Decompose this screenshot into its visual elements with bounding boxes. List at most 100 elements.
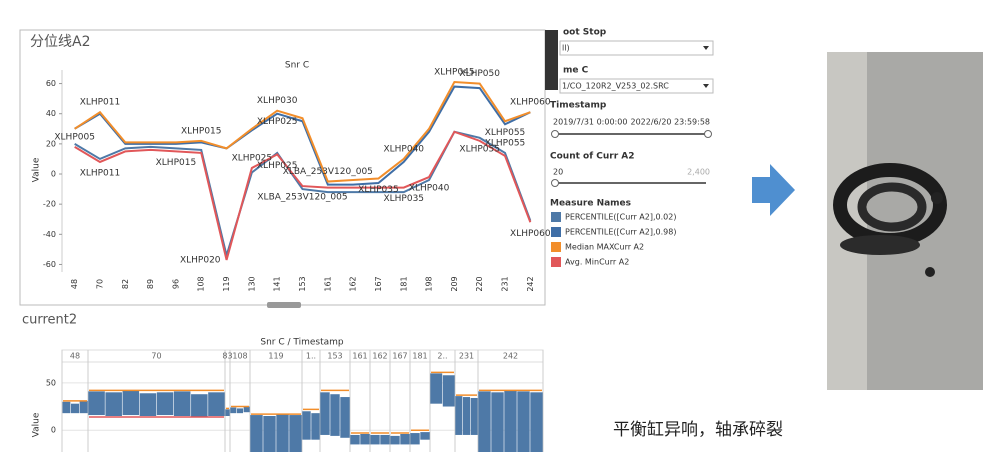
range-bar bbox=[236, 408, 244, 414]
x-tick-label: 141 bbox=[273, 276, 282, 291]
range-end: 2,400 bbox=[687, 168, 710, 177]
range-bar bbox=[156, 392, 174, 416]
range-bar bbox=[491, 392, 504, 452]
toolbar[interactable] bbox=[545, 30, 558, 90]
annotation: XLHP025 bbox=[257, 161, 298, 171]
x-tick-label: 231 bbox=[501, 276, 510, 291]
panel-label: 153 bbox=[327, 352, 342, 361]
range-bar bbox=[122, 390, 140, 416]
range-start: 2019/7/31 0:00:00 bbox=[553, 118, 627, 127]
range-bar bbox=[420, 432, 430, 440]
x-tick-label: 181 bbox=[399, 276, 408, 291]
annotation: XLHP060 bbox=[510, 98, 551, 108]
range-bar bbox=[79, 400, 88, 414]
legend-swatch bbox=[551, 257, 561, 267]
y-tick-label: 0 bbox=[51, 170, 56, 179]
annotation: XLHP035 bbox=[383, 194, 424, 204]
x-tick-label: 130 bbox=[247, 276, 256, 291]
range-bar bbox=[350, 434, 360, 445]
range-bar bbox=[320, 392, 330, 435]
legend-title: Measure Names bbox=[550, 199, 631, 209]
range-bar bbox=[330, 394, 340, 436]
x-tick-label: 48 bbox=[70, 279, 79, 289]
range-bar bbox=[243, 406, 250, 413]
range-start: 20 bbox=[553, 168, 563, 177]
y-tick-label: 40 bbox=[46, 109, 56, 118]
range-bar bbox=[105, 392, 122, 416]
dropdown[interactable] bbox=[559, 40, 714, 56]
annotation: XLBA_253V120_005 bbox=[257, 193, 347, 203]
range-bar bbox=[139, 393, 157, 416]
x-tick-label: 96 bbox=[171, 279, 180, 289]
annotation: XLBA_253V120_005 bbox=[283, 167, 373, 177]
filter-label: me C bbox=[563, 66, 589, 76]
slider-handle[interactable] bbox=[551, 179, 559, 187]
x-tick-label: 108 bbox=[197, 276, 206, 291]
x-tick-label: 70 bbox=[95, 279, 104, 289]
x-tick-label: 198 bbox=[425, 276, 434, 291]
range-bar bbox=[430, 373, 443, 404]
filter-label: Count of Curr A2 bbox=[550, 152, 635, 162]
chart-title: Snr C / Timestamp bbox=[260, 338, 344, 348]
x-tick-label: 162 bbox=[349, 276, 358, 291]
annotation: XLHP035 bbox=[358, 185, 399, 195]
slider-handle[interactable] bbox=[551, 130, 559, 138]
photo bbox=[827, 52, 983, 390]
annotation: XLHP015 bbox=[156, 158, 197, 168]
range-bar bbox=[340, 397, 350, 438]
dropdown[interactable] bbox=[559, 78, 714, 94]
dropdown-value: 1/CO_120R2_V253_02.SRC bbox=[562, 82, 669, 91]
x-tick-label: 242 bbox=[526, 276, 535, 291]
y-axis-label: Value bbox=[32, 157, 42, 182]
range-bar bbox=[442, 375, 455, 407]
panel-label: 231 bbox=[459, 352, 474, 361]
annotation: XLHP055 bbox=[485, 128, 526, 138]
y-tick-label: 0 bbox=[51, 426, 56, 435]
range-bar bbox=[208, 392, 225, 416]
annotation: XLHP015 bbox=[181, 126, 222, 136]
chart-title: Snr C bbox=[285, 61, 309, 71]
x-tick-label: 209 bbox=[450, 276, 459, 291]
range-bar bbox=[360, 434, 370, 445]
range-bar bbox=[311, 413, 320, 440]
annotation: XLHP045 bbox=[434, 68, 475, 78]
panel-label: 161 bbox=[352, 352, 367, 361]
range-bar bbox=[250, 415, 263, 452]
y-tick-label: -20 bbox=[43, 200, 56, 209]
annotation: XLHP050 bbox=[459, 69, 500, 79]
range-bar bbox=[462, 397, 471, 435]
range-bar bbox=[400, 434, 410, 445]
range-bar bbox=[504, 390, 517, 452]
annotation: XLHP030 bbox=[257, 96, 298, 106]
series-line bbox=[74, 81, 531, 183]
annotation: XLHP055 bbox=[485, 138, 526, 148]
y-axis-label: Value bbox=[32, 412, 42, 437]
sheet-title: 分位线A2 bbox=[30, 34, 90, 50]
series-line bbox=[74, 85, 531, 186]
y-tick-label: 50 bbox=[46, 378, 56, 387]
range-bar bbox=[380, 434, 390, 445]
range-bar bbox=[276, 414, 289, 452]
panel-label: 242 bbox=[503, 352, 518, 361]
annotation: XLHP040 bbox=[409, 184, 450, 194]
caption: 平衡缸异响，轴承碎裂 bbox=[613, 419, 783, 440]
panel-label: 181 bbox=[412, 352, 427, 361]
resize-handle[interactable] bbox=[267, 302, 301, 308]
y-tick-label: -60 bbox=[43, 260, 56, 269]
panel-label: 48 bbox=[70, 352, 80, 361]
range-bar bbox=[263, 416, 276, 452]
range-bar bbox=[225, 409, 230, 416]
range-bar bbox=[517, 391, 530, 452]
range-bar bbox=[70, 403, 80, 414]
annotation: XLHP011 bbox=[80, 168, 121, 178]
legend-label: Avg. MinCurr A2 bbox=[565, 258, 629, 267]
annotation: XLHP055 bbox=[459, 144, 500, 154]
range-bar bbox=[88, 391, 105, 416]
slider-handle[interactable] bbox=[704, 130, 712, 138]
series-line bbox=[74, 130, 532, 261]
range-bar bbox=[478, 391, 491, 452]
panel-label: 167 bbox=[392, 352, 407, 361]
x-tick-label: 153 bbox=[298, 276, 307, 291]
